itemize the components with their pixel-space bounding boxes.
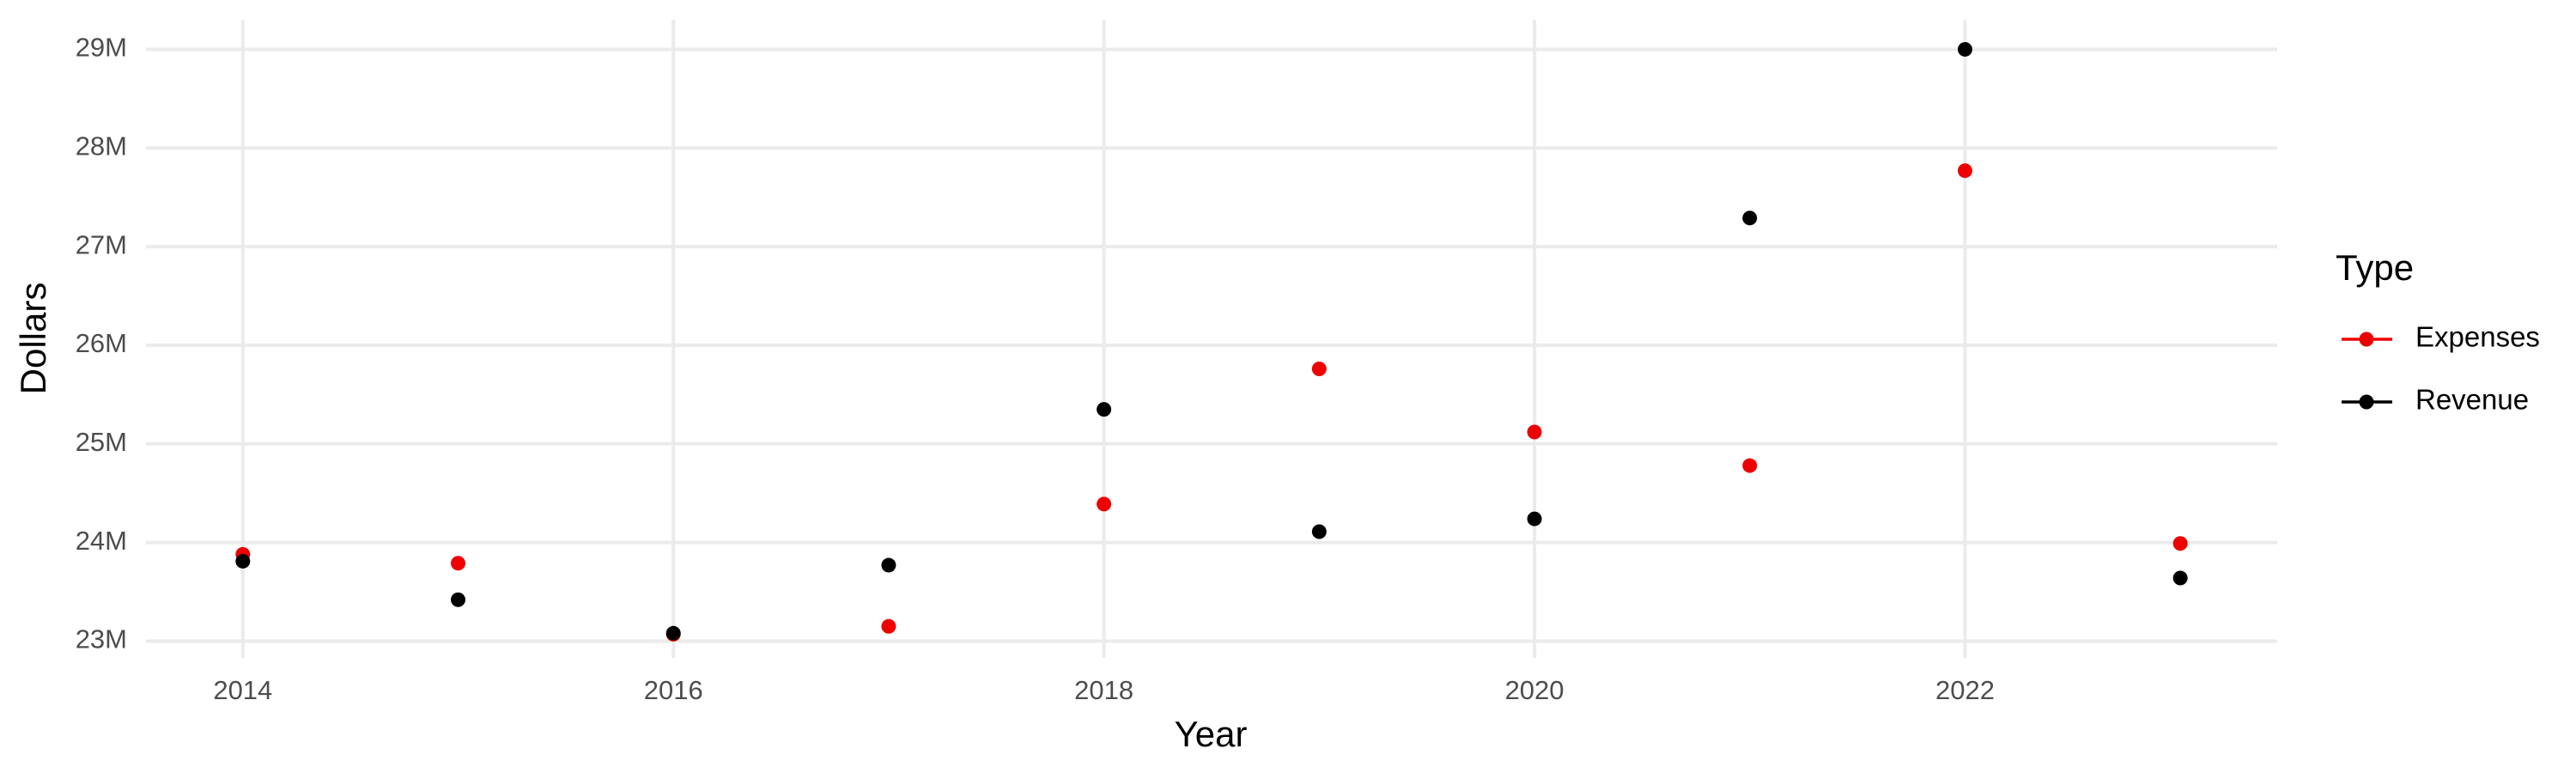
x-tick-label: 2022 <box>1935 675 1995 705</box>
y-tick-label: 23M <box>76 624 127 654</box>
data-point <box>1527 511 1542 526</box>
data-point <box>1742 458 1758 473</box>
data-point <box>2172 570 2188 586</box>
legend-label: Revenue <box>2415 384 2529 416</box>
data-point <box>1311 362 1327 377</box>
data-point <box>1957 41 1972 57</box>
data-point <box>451 556 466 571</box>
legend-title: Type <box>2336 247 2414 288</box>
data-point <box>1742 210 1758 226</box>
x-tick-label: 2016 <box>644 675 703 705</box>
y-tick-label: 29M <box>76 33 127 63</box>
data-point <box>1527 424 1542 440</box>
legend-marker <box>2359 394 2374 410</box>
x-tick-label: 2018 <box>1074 675 1133 705</box>
y-tick-label: 28M <box>76 131 127 161</box>
data-point <box>235 553 251 569</box>
legend-label: Expenses <box>2415 321 2540 353</box>
y-tick-label: 24M <box>76 526 127 556</box>
data-point <box>1097 402 1112 417</box>
data-point <box>1097 496 1112 512</box>
x-tick-label: 2014 <box>213 675 272 705</box>
y-tick-label: 25M <box>76 427 127 457</box>
data-point <box>665 625 681 641</box>
data-point <box>2172 536 2188 551</box>
data-point <box>881 618 896 634</box>
data-point <box>451 592 466 607</box>
y-axis-title: Dollars <box>13 283 53 395</box>
data-point <box>881 557 896 573</box>
data-point <box>1957 163 1972 179</box>
x-tick-label: 2020 <box>1505 675 1564 705</box>
x-axis-title: Year <box>1175 714 1248 754</box>
legend-marker <box>2359 332 2374 347</box>
y-tick-label: 26M <box>76 328 127 358</box>
y-tick-label: 27M <box>76 229 127 259</box>
data-point <box>1311 524 1327 539</box>
